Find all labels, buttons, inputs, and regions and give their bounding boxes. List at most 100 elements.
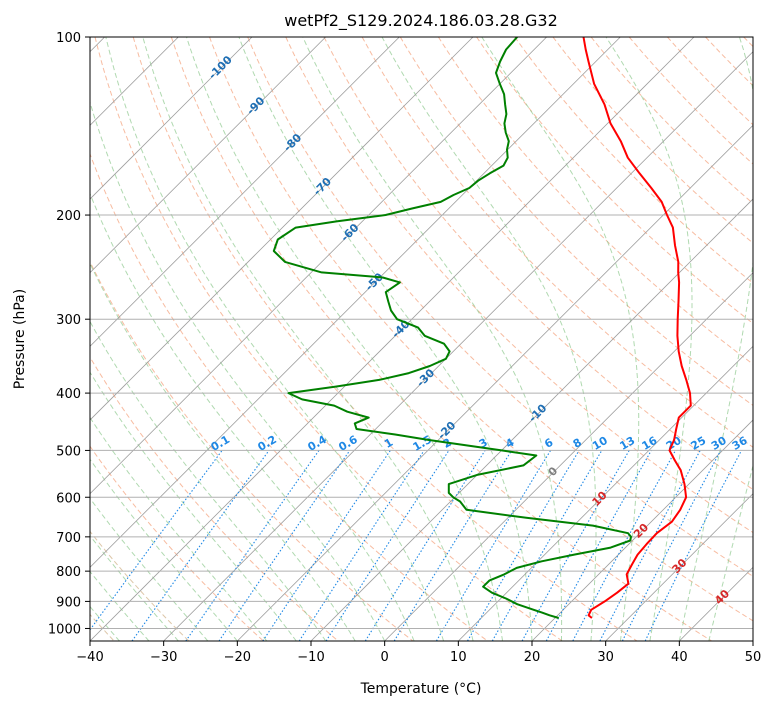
isotherm-label: -90 xyxy=(244,94,267,117)
isotherm-line xyxy=(752,640,753,641)
dry-adiabat-line xyxy=(399,37,753,407)
isotherm-line xyxy=(384,272,753,641)
moist-adiabat-line xyxy=(186,37,503,641)
isotherm-line xyxy=(679,566,753,641)
dry-adiabat-line xyxy=(323,37,753,491)
pressure-gridlines xyxy=(90,37,753,629)
x-tick-label: 0 xyxy=(381,650,389,665)
moist-adiabat-line xyxy=(90,458,238,641)
isotherm-line xyxy=(90,37,621,568)
isotherm-label: 20 xyxy=(631,521,651,541)
dry-adiabats xyxy=(90,37,753,641)
isotherm-label: -80 xyxy=(281,131,304,154)
isotherm-label: 40 xyxy=(712,587,732,607)
y-tick-label: 200 xyxy=(56,209,81,224)
x-tick-label: −20 xyxy=(224,650,251,665)
mixing-ratio-line xyxy=(298,450,425,641)
y-tick-label: 400 xyxy=(56,387,81,402)
profile-series xyxy=(272,37,692,619)
dry-adiabat-line xyxy=(247,37,753,577)
dry-adiabat-line xyxy=(90,445,264,641)
dry-adiabat-line xyxy=(132,37,638,641)
mixing-ratio-line xyxy=(621,450,722,641)
isotherm-label: 10 xyxy=(590,489,610,509)
y-tick-label: 300 xyxy=(56,313,81,328)
moist-adiabat-line xyxy=(302,37,563,641)
mixing-ratio-line xyxy=(644,450,742,641)
dry-adiabat-line xyxy=(743,37,753,48)
moist-adiabat-line xyxy=(481,37,640,641)
mixing-ratio-line xyxy=(435,450,552,641)
moist-adiabat-line xyxy=(90,192,386,641)
mixing-ratio-line xyxy=(218,450,351,641)
y-tick-label: 100 xyxy=(56,31,81,46)
isotherm-label: -70 xyxy=(311,175,334,198)
x-tick-label: 40 xyxy=(671,650,688,665)
y-tick-label: 500 xyxy=(56,444,81,459)
mixing-ratio-line xyxy=(185,450,320,641)
plot-frame xyxy=(89,36,754,642)
moist-adiabat-line xyxy=(90,100,415,641)
isotherm-line xyxy=(605,493,753,641)
mixing-ratio-line xyxy=(572,450,676,641)
isotherm-line xyxy=(531,419,753,641)
isotherm-label: -20 xyxy=(435,419,458,442)
x-tick-label: −40 xyxy=(76,650,103,665)
isotherm-label: 30 xyxy=(670,556,690,576)
dry-adiabat-line xyxy=(90,260,414,641)
isotherm-line xyxy=(90,37,695,641)
moist-adiabat-line xyxy=(605,37,693,641)
dry-adiabat-line xyxy=(514,37,753,284)
y-tick-label: 1000 xyxy=(48,622,81,637)
x-tick-label: 20 xyxy=(524,650,541,665)
isotherm-label: -60 xyxy=(338,221,361,244)
isotherm-line xyxy=(163,51,753,641)
dry-adiabat-line xyxy=(361,37,753,448)
dry-adiabat-line xyxy=(90,152,488,641)
x-tick-label: −30 xyxy=(150,650,177,665)
isotherm-line xyxy=(90,37,547,495)
mixing-ratio-lines xyxy=(90,450,742,641)
isotherm-line xyxy=(237,124,753,641)
moist-adiabat-line xyxy=(238,37,533,641)
moist-adiabat-line xyxy=(105,37,445,641)
moist-adiabat-line xyxy=(90,416,268,641)
mixing-ratio-line xyxy=(131,450,270,641)
temperature-profile xyxy=(582,37,692,619)
y-tick-label: 600 xyxy=(56,491,81,506)
dry-adiabat-line xyxy=(285,37,753,534)
x-axis-ticks: −40 −30 −20 −10 0 10 20 30 40 50 xyxy=(76,641,761,665)
isotherm-label: -10 xyxy=(526,401,549,424)
mixing-ratio-line xyxy=(393,450,513,641)
skewed-isotherms xyxy=(90,37,753,641)
y-axis-label: Pressure (hPa) xyxy=(12,289,28,389)
y-axis-ticks: 100 200 300 400 500 600 700 800 900 1000 xyxy=(48,31,90,637)
chart-title: wetPf2_S129.2024.186.03.28.G32 xyxy=(284,11,558,31)
x-tick-label: −10 xyxy=(297,650,324,665)
isotherm-line xyxy=(90,37,253,200)
isotherm-line xyxy=(90,37,326,274)
moist-adiabat-line xyxy=(142,37,474,641)
dry-adiabat-line xyxy=(209,37,753,622)
x-axis-label: Temperature (°C) xyxy=(360,681,482,697)
isotherm-line xyxy=(310,198,753,641)
isotherm-line xyxy=(90,37,400,347)
isotherm-label: -100 xyxy=(206,53,235,82)
mixing-ratio-line xyxy=(521,450,630,641)
dewpoint-profile xyxy=(272,37,632,619)
y-tick-label: 900 xyxy=(56,595,81,610)
moist-adiabat-line xyxy=(381,37,597,641)
moist-adiabats xyxy=(90,37,753,641)
dry-adiabat-line xyxy=(437,37,753,365)
plot-area: 0.1 0.2 0.4 0.6 1 1.5 2 3 4 6 8 10 13 16 20 25 30 36-100-… xyxy=(90,37,753,641)
mixing-ratio-line xyxy=(364,450,486,641)
dry-adiabat-line xyxy=(170,37,712,641)
mixing-ratio-line xyxy=(262,450,391,641)
y-tick-label: 800 xyxy=(56,565,81,580)
x-tick-label: 30 xyxy=(597,650,614,665)
dry-adiabat-line xyxy=(590,37,753,205)
dry-adiabat-line xyxy=(705,37,753,87)
isotherm-line xyxy=(90,37,474,421)
isotherm-label: -50 xyxy=(363,270,386,293)
